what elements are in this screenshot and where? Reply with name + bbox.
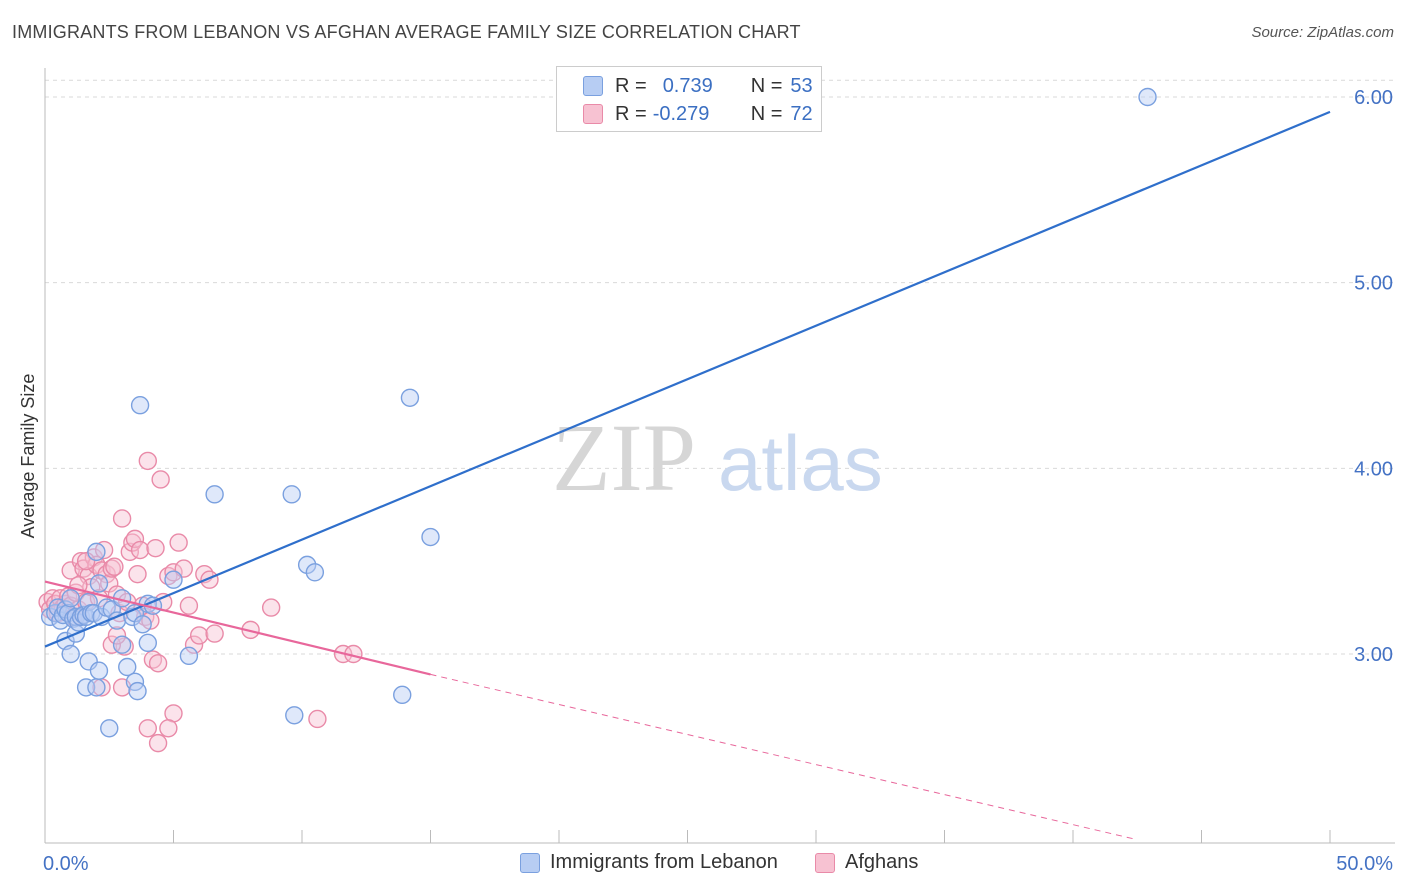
lebanon-point xyxy=(61,644,80,664)
grid-lines xyxy=(45,79,1395,655)
afghans-point xyxy=(128,564,147,584)
lebanon-point xyxy=(205,485,224,504)
y-tick-label: 6.00 xyxy=(1354,87,1393,109)
y-tick-label: 4.00 xyxy=(1354,458,1393,480)
r-label: R = xyxy=(615,74,647,97)
series-legend: Immigrants from Lebanon Afghans xyxy=(0,851,1406,879)
legend-row-afghans: R = -0.279 N = 72 xyxy=(557,100,813,128)
lebanon-point xyxy=(128,681,147,701)
lebanon-point xyxy=(87,542,106,562)
afghans-point xyxy=(151,470,170,489)
lebanon-point xyxy=(76,678,96,697)
afghans-legend-swatch xyxy=(815,852,835,873)
n-value: 72 xyxy=(790,102,813,125)
n-value: 53 xyxy=(790,74,813,97)
afghans-point xyxy=(105,557,124,576)
legend-item-lebanon[interactable]: Immigrants from Lebanon xyxy=(520,851,778,874)
lebanon-point xyxy=(297,555,317,575)
afghans-point xyxy=(146,538,165,558)
afghans-trend-extension xyxy=(430,673,1138,841)
watermark-atlas: atlas xyxy=(718,419,883,507)
lebanon-point xyxy=(118,657,137,677)
y-tick-labels: 3.00 4.00 5.00 6.00 xyxy=(1354,87,1393,666)
afghans-point xyxy=(164,563,183,582)
n-label: N = xyxy=(750,102,783,125)
lebanon-point xyxy=(400,388,420,407)
afghans-point xyxy=(308,709,327,729)
lebanon-point xyxy=(112,635,132,654)
afghans-point xyxy=(189,626,209,645)
afghans-point xyxy=(148,733,168,753)
lebanon-point xyxy=(130,396,150,415)
legend-item-afghans[interactable]: Afghans xyxy=(815,851,918,874)
afghans-point xyxy=(107,626,127,645)
lebanon-swatch xyxy=(583,76,603,96)
afghans-point xyxy=(159,719,178,738)
afghans-point xyxy=(125,529,145,549)
x-tick-label-max: 50.0% xyxy=(1336,853,1393,875)
y-axis-label: Average Family Size xyxy=(18,374,38,539)
x-tick-labels: 0.0% 50.0% xyxy=(43,853,1393,875)
lebanon-legend-swatch xyxy=(520,852,540,873)
n-label: N = xyxy=(750,74,783,97)
afghans-point xyxy=(138,719,158,738)
afghans-point xyxy=(184,635,204,654)
lebanon-point xyxy=(1138,87,1157,107)
lebanon-point xyxy=(164,570,183,589)
lebanon-points xyxy=(40,87,1157,738)
lebanon-point xyxy=(87,678,106,697)
r-value: -0.279 xyxy=(652,102,710,125)
source-label: Source: ZipAtlas.com xyxy=(1251,24,1394,41)
afghans-point xyxy=(112,509,132,528)
lebanon-trend-line xyxy=(44,110,1331,648)
correlation-legend: R = 0.739 N = 53 R = -0.279 N = 72 xyxy=(556,66,822,132)
chart-title: IMMIGRANTS FROM LEBANON VS AFGHAN AVERAG… xyxy=(12,22,801,42)
lebanon-point xyxy=(138,633,158,653)
afghans-point xyxy=(205,624,224,643)
r-value: 0.739 xyxy=(662,74,713,97)
r-label: R = xyxy=(615,102,647,125)
lebanon-point xyxy=(89,574,109,593)
afghans-point xyxy=(102,635,122,654)
trend-lines xyxy=(44,110,1331,841)
afghans-point xyxy=(138,451,158,471)
lebanon-point xyxy=(393,685,412,705)
axes xyxy=(44,68,1395,844)
y-tick-label: 3.00 xyxy=(1354,644,1393,666)
lebanon-point xyxy=(421,527,440,547)
afghans-trend-line xyxy=(44,580,431,676)
afghans-point xyxy=(148,654,168,673)
lebanon-point xyxy=(100,719,119,738)
lebanon-point xyxy=(79,592,98,612)
legend-row-lebanon: R = 0.739 N = 53 xyxy=(557,72,813,100)
afghans-point xyxy=(179,596,199,615)
y-tick-label: 5.00 xyxy=(1354,273,1393,295)
afghans-point xyxy=(130,540,150,560)
watermark-zip: ZIP xyxy=(552,404,696,511)
lebanon-legend-label: Immigrants from Lebanon xyxy=(550,851,778,873)
lebanon-point xyxy=(89,661,109,680)
lebanon-point xyxy=(179,646,199,666)
lebanon-point xyxy=(305,563,325,582)
afghans-swatch xyxy=(583,104,603,124)
afghans-legend-label: Afghans xyxy=(845,851,919,873)
afghans-point xyxy=(261,598,281,617)
lebanon-point xyxy=(282,485,301,504)
afghans-point xyxy=(169,533,188,552)
x-tick-label-min: 0.0% xyxy=(43,853,89,875)
lebanon-point xyxy=(285,706,304,725)
lebanon-point xyxy=(133,615,152,634)
lebanon-point xyxy=(61,589,80,608)
